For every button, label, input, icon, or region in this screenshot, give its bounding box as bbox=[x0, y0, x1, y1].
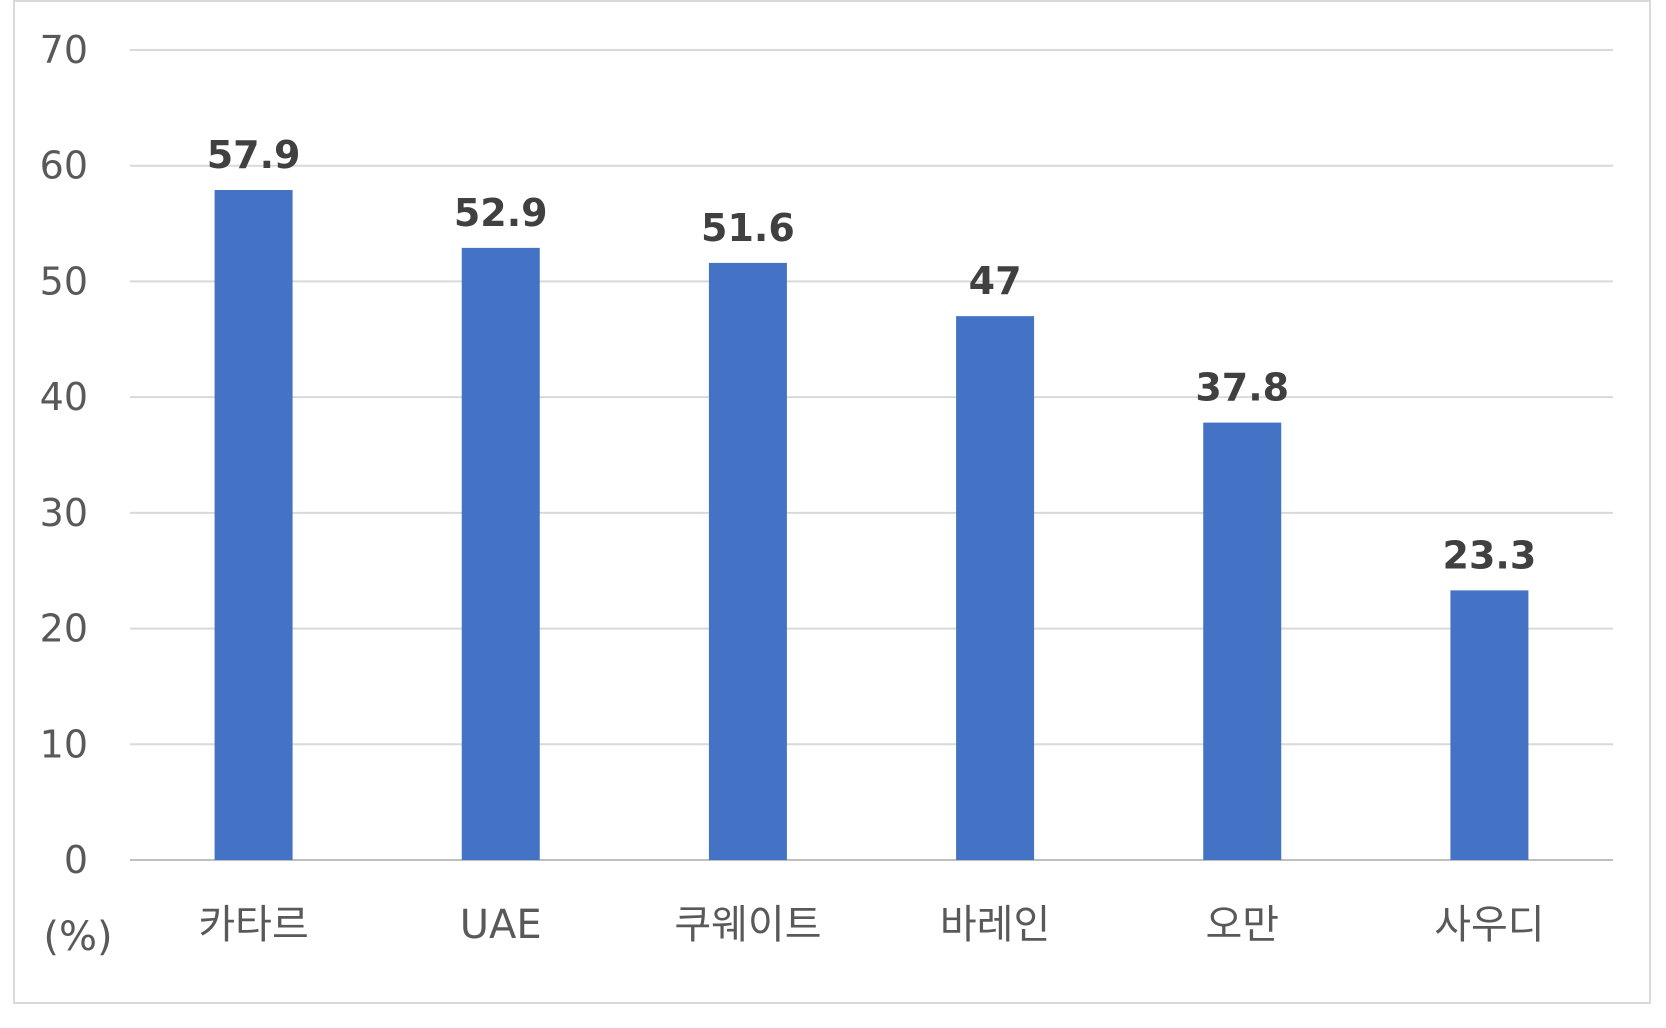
bar bbox=[1450, 590, 1529, 860]
bars bbox=[214, 190, 1529, 861]
category-label: 바레인 bbox=[940, 902, 1050, 948]
y-tick-label: 10 bbox=[40, 722, 88, 766]
y-tick-label: 40 bbox=[40, 375, 88, 419]
y-tick-label: 70 bbox=[40, 28, 88, 72]
category-label: 카타르 bbox=[198, 902, 308, 948]
bar bbox=[1203, 422, 1282, 860]
y-tick-label: 30 bbox=[40, 491, 88, 535]
bar bbox=[956, 316, 1035, 861]
data-labels: 57.9 52.9 51.6 47 37.8 23.3 bbox=[207, 133, 1537, 577]
y-tick-label: 20 bbox=[40, 607, 88, 651]
category-label: UAE bbox=[460, 902, 542, 948]
y-tick-label: 60 bbox=[40, 144, 88, 188]
bar bbox=[214, 190, 293, 860]
y-axis-unit-label: (%) bbox=[43, 914, 112, 960]
data-label: 57.9 bbox=[207, 133, 301, 177]
data-label: 51.6 bbox=[701, 206, 795, 250]
y-tick-label: 50 bbox=[40, 259, 88, 303]
data-label: 52.9 bbox=[454, 191, 548, 235]
category-label: 쿠웨이트 bbox=[674, 902, 821, 948]
data-label: 37.8 bbox=[1195, 366, 1289, 410]
data-label: 23.3 bbox=[1443, 533, 1537, 577]
bar bbox=[461, 247, 540, 860]
category-label: 사우디 bbox=[1434, 902, 1544, 948]
gridlines bbox=[130, 49, 1613, 861]
y-axis-ticks: 0 10 20 30 40 50 60 70 bbox=[40, 28, 88, 882]
data-label: 47 bbox=[969, 259, 1022, 303]
bar bbox=[708, 262, 787, 860]
y-tick-label: 0 bbox=[64, 838, 88, 882]
category-labels: 카타르 UAE 쿠웨이트 바레인 오만 사우디 bbox=[198, 902, 1544, 948]
category-label: 오만 bbox=[1205, 902, 1279, 948]
